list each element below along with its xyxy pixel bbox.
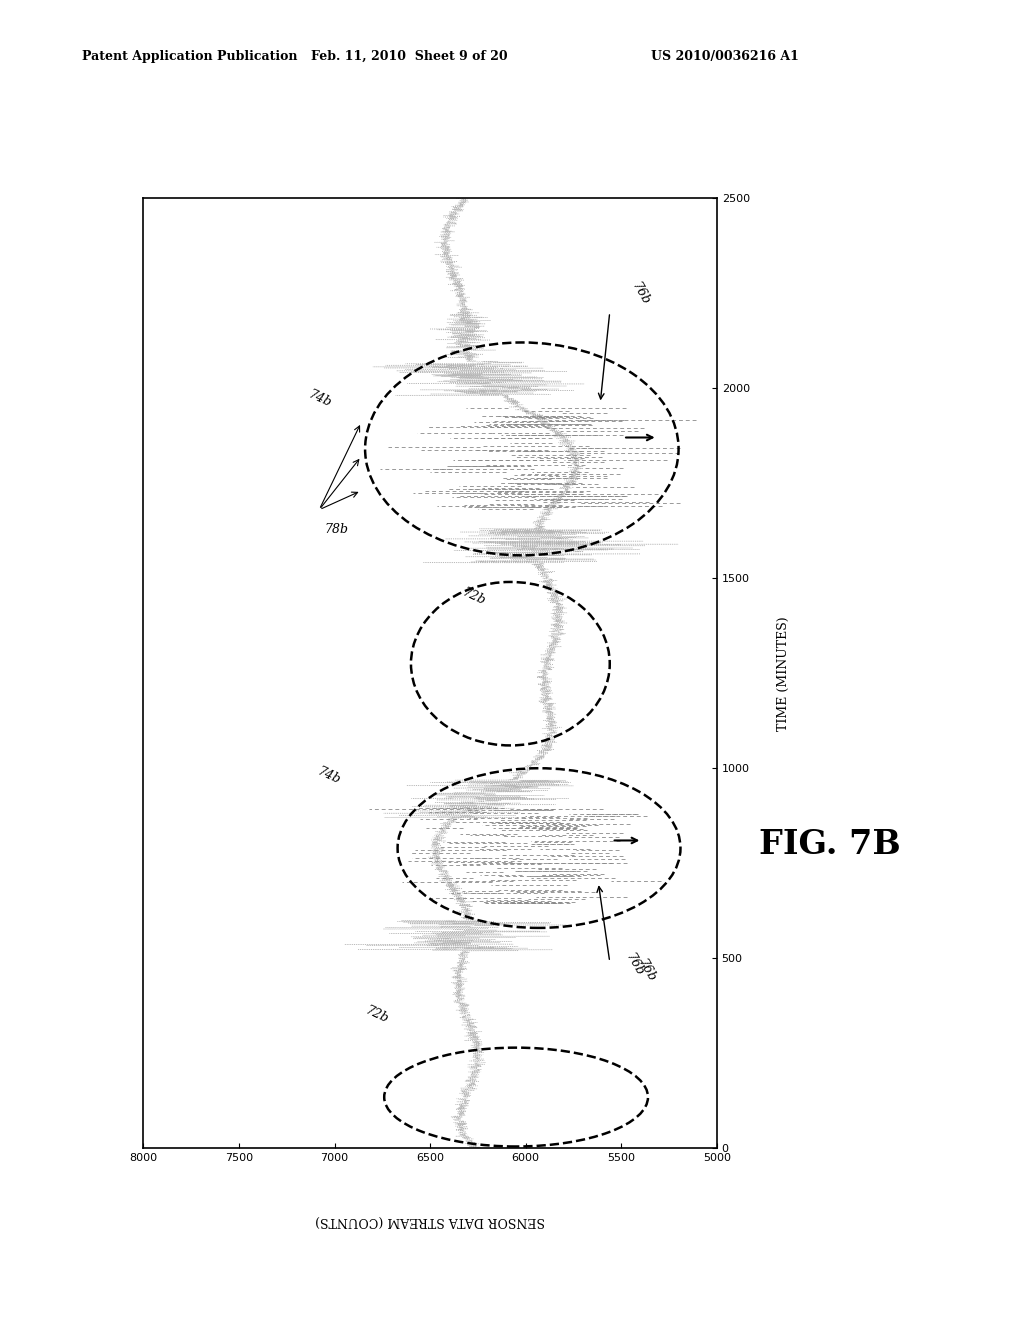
Text: SENSOR DATA STREAM (COUNTS): SENSOR DATA STREAM (COUNTS): [315, 1214, 545, 1228]
Text: TIME (MINUTES): TIME (MINUTES): [777, 616, 790, 730]
Text: Patent Application Publication: Patent Application Publication: [82, 50, 297, 63]
Text: 74b: 74b: [306, 388, 333, 411]
Text: US 2010/0036216 A1: US 2010/0036216 A1: [651, 50, 799, 63]
Text: Feb. 11, 2010  Sheet 9 of 20: Feb. 11, 2010 Sheet 9 of 20: [311, 50, 508, 63]
Text: 76b: 76b: [629, 280, 652, 308]
Text: 72b: 72b: [364, 1005, 390, 1026]
Text: 72b: 72b: [461, 586, 487, 607]
Text: FIG. 7B: FIG. 7B: [759, 828, 900, 861]
Text: 78b: 78b: [325, 523, 349, 536]
Text: 76b: 76b: [635, 957, 657, 985]
Text: 76b: 76b: [624, 952, 646, 978]
Text: 74b: 74b: [315, 764, 343, 787]
